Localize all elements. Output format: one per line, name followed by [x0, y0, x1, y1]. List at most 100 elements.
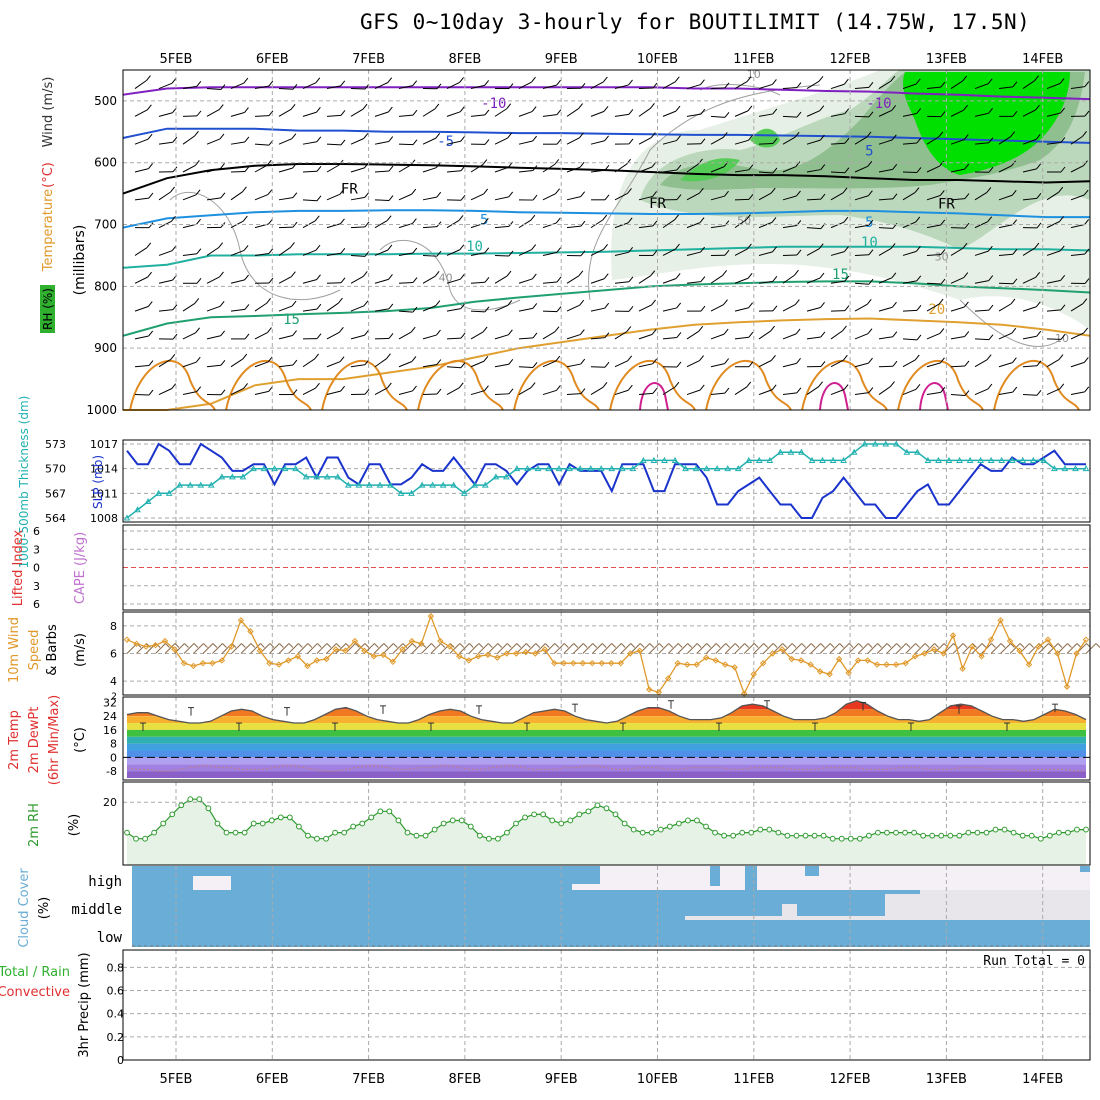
wind10m-barb-feather — [734, 643, 740, 648]
wind-barb — [326, 114, 342, 117]
wind-barb-feather — [556, 276, 562, 283]
wind-barb — [734, 219, 747, 229]
wind-barb-feather — [820, 302, 825, 308]
wind-barb — [854, 165, 868, 173]
wind-barb — [590, 140, 605, 145]
wind-barb-feather — [938, 131, 944, 138]
wind10m-barb — [515, 643, 527, 654]
wind-barb-feather — [964, 163, 970, 170]
wind10m-barb-feather — [174, 643, 180, 648]
wind-barb — [782, 274, 795, 284]
date-label-bottom: 7FEB — [352, 1072, 385, 1087]
wind10m-barb — [705, 643, 717, 654]
wind10m-marker — [171, 646, 178, 653]
thickness-marker — [734, 465, 742, 472]
rh2m-marker — [133, 835, 139, 842]
wind-barb — [686, 192, 700, 201]
wind10m-barb-feather — [269, 643, 275, 648]
wind-barb — [686, 389, 701, 396]
wind-barb-feather — [338, 297, 343, 304]
wind-barb — [950, 168, 965, 173]
wind10m-barb-feather — [459, 643, 465, 648]
wind10m-barb — [762, 643, 774, 654]
wind-barb-feather — [340, 80, 346, 87]
wind-barb — [566, 304, 580, 312]
rh2m-marker — [603, 805, 610, 812]
wind10m-barb-feather — [250, 643, 256, 648]
wind-barb-feather — [796, 190, 801, 197]
wind-barb — [230, 249, 245, 256]
rh2m-marker — [576, 811, 583, 818]
wind-barb-feather — [508, 388, 514, 395]
wind10m-barb — [506, 643, 518, 654]
wind-barb — [542, 193, 556, 201]
thickness-marker — [302, 473, 310, 480]
wind-barb — [494, 225, 509, 229]
wind-barb-feather — [1059, 245, 1065, 252]
wind10m-marker — [484, 651, 492, 659]
wind-barb-feather — [146, 104, 152, 111]
thickness-marker — [671, 456, 679, 463]
rh2m-frame — [122, 781, 1091, 866]
rh2m-marker — [856, 835, 863, 842]
wind-barb-feather — [364, 221, 370, 228]
wind-barb — [950, 277, 964, 284]
wind-barb-feather — [244, 166, 250, 172]
wind-barb — [854, 392, 869, 396]
thickness-marker — [344, 481, 352, 488]
wind-barb-feather — [844, 167, 850, 174]
wind-barb-feather — [435, 132, 441, 139]
wind-barb-feather — [1034, 242, 1040, 249]
wind-barb — [302, 170, 318, 173]
wind10m-barb — [724, 643, 736, 654]
wind-barb-feather — [1059, 383, 1065, 390]
wind-barb-feather — [748, 331, 754, 338]
wind-barb — [374, 308, 389, 312]
rh2m-marker — [721, 832, 728, 839]
wind10m-barb — [1066, 643, 1078, 654]
thickness-tick-label: 570 — [45, 463, 66, 476]
thickness-marker — [1008, 456, 1016, 463]
wind10m-barb-feather — [592, 643, 598, 648]
date-label-top: 12FEB — [830, 52, 871, 67]
wind-barb-feather — [867, 160, 873, 167]
wind-barb-feather — [340, 277, 346, 284]
wind10m-barb-feather — [810, 643, 816, 648]
wind-barb-feather — [819, 134, 825, 141]
wind-barb-feather — [482, 326, 488, 333]
wind10m-marker — [123, 636, 131, 643]
wind10m-marker — [674, 659, 681, 667]
wind10m-barb-feather — [212, 643, 218, 648]
rh2m-marker — [151, 829, 158, 836]
wind10m-barb-feather — [763, 643, 769, 648]
thickness-marker — [355, 481, 363, 488]
wind-barb — [758, 221, 773, 229]
rh2m-marker — [739, 829, 746, 836]
wind-barb-feather — [388, 303, 394, 310]
wind-barb-feather — [940, 249, 946, 255]
wind10m-marker — [332, 646, 340, 653]
wind-barb-feather — [628, 109, 634, 115]
wind-barb-feather — [1012, 386, 1018, 393]
wind-barb — [1046, 388, 1060, 396]
wind-barb — [998, 362, 1013, 368]
wind-barb-feather — [244, 333, 250, 340]
rh2m-marker — [585, 808, 592, 815]
wind-barb-feather — [171, 383, 177, 389]
wind-barb-feather — [412, 306, 418, 313]
wind-barb — [806, 386, 819, 395]
wind-barb — [302, 308, 317, 312]
wind-barb-feather — [532, 194, 538, 201]
wind-barb-feather — [314, 215, 320, 222]
wind-barb-feather — [939, 190, 945, 196]
wind-barb-feather — [771, 79, 777, 85]
wind-barb — [878, 198, 894, 201]
cape-axis-label: CAPE (J/kg) — [73, 532, 88, 604]
wind-barb — [950, 306, 965, 312]
wind-barb — [134, 306, 149, 312]
wind10m-marker — [275, 661, 283, 668]
wind-barb-feather — [580, 358, 586, 365]
precip-axis-label: 3hr Precip (mm) — [77, 952, 92, 1057]
wind10m-marker — [589, 659, 596, 667]
wind-barb — [614, 84, 629, 90]
